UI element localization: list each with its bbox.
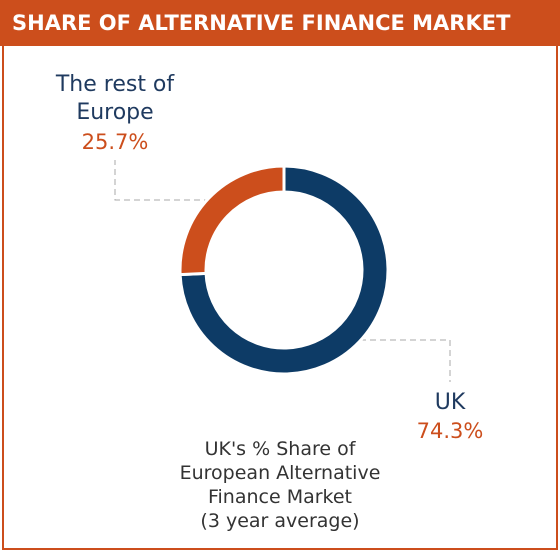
leader-line <box>340 339 451 382</box>
category-label: UK <box>434 390 466 415</box>
note: European Alternative <box>179 462 381 484</box>
leader-line <box>114 160 230 201</box>
value-label: 25.7% <box>81 130 149 154</box>
pie-slice <box>178 164 390 376</box>
chart-title: SHARE OF ALTERNATIVE FINANCE MARKET <box>0 0 560 46</box>
pie-slice <box>178 164 286 277</box>
note: Finance Market <box>207 486 353 508</box>
note: UK's % Share of <box>204 438 356 460</box>
value-label: 74.3% <box>416 419 484 443</box>
frame <box>2 46 558 550</box>
note: (3 year average) <box>200 510 360 532</box>
category-label: The rest of Europe <box>55 72 175 125</box>
